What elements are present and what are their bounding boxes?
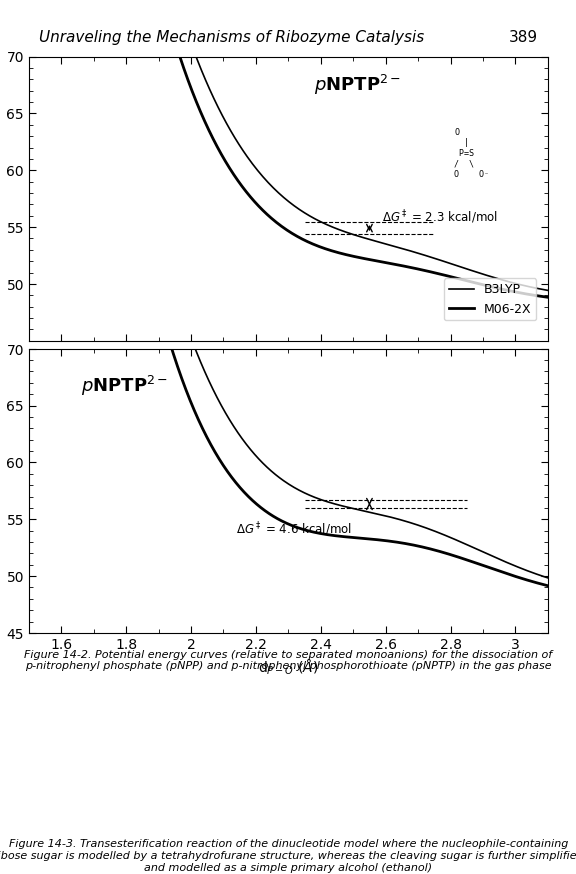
M06-2X [450,273,457,283]
M06-2X [25,0,32,5]
B3LYP [25,0,32,5]
M06-2X [306,238,313,248]
M06-2X [334,247,341,258]
B3LYP [334,224,341,234]
X-axis label: d$_{P-O}$ ($\AA$): d$_{P-O}$ ($\AA$) [258,657,318,676]
Text: $\Delta G^\ddagger$ = 4.6 kcal/mol: $\Delta G^\ddagger$ = 4.6 kcal/mol [236,520,352,538]
Line: B3LYP: B3LYP [29,0,547,290]
B3LYP [531,283,538,294]
B3LYP [306,211,313,221]
Text: O
  |
 P=S
/  \
O    O⁻: O | P=S / \ O O⁻ [454,128,489,178]
Text: Figure 14-2. Potential energy curves (relative to separated monoanions) for the : Figure 14-2. Potential energy curves (re… [24,649,552,671]
Y-axis label: $\Delta$E (Kcal/mol): $\Delta$E (Kcal/mol) [0,444,1,538]
Text: $p$NPTP$^{2-}$: $p$NPTP$^{2-}$ [314,73,401,97]
M06-2X [531,290,538,301]
Line: M06-2X: M06-2X [29,0,547,297]
M06-2X [275,219,282,230]
M06-2X [271,217,278,227]
B3LYP [275,188,282,198]
Text: $p$NPTP$^{2-}$: $p$NPTP$^{2-}$ [81,373,168,398]
Text: 389: 389 [507,30,537,45]
Legend: B3LYP, M06-2X: B3LYP, M06-2X [444,278,536,321]
Text: Figure 14-3. Transesterification reaction of the dinucleotide model where the nu: Figure 14-3. Transesterification reactio… [0,839,576,872]
B3LYP [544,285,551,295]
B3LYP [450,260,457,270]
Y-axis label: $\Delta$E (Kcal/mol): $\Delta$E (Kcal/mol) [0,152,1,246]
B3LYP [271,185,278,196]
Text: Unraveling the Mechanisms of Ribozyme Catalysis: Unraveling the Mechanisms of Ribozyme Ca… [39,30,424,45]
Text: $\Delta G^\ddagger$ = 2.3 kcal/mol: $\Delta G^\ddagger$ = 2.3 kcal/mol [381,208,497,225]
M06-2X [544,292,551,302]
